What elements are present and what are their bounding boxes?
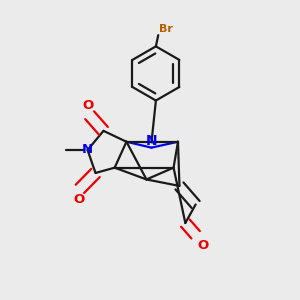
Text: N: N (82, 143, 93, 157)
Text: O: O (197, 239, 209, 252)
Text: N: N (146, 134, 157, 148)
Text: O: O (83, 99, 94, 112)
Text: O: O (73, 193, 84, 206)
Text: Br: Br (158, 24, 172, 34)
